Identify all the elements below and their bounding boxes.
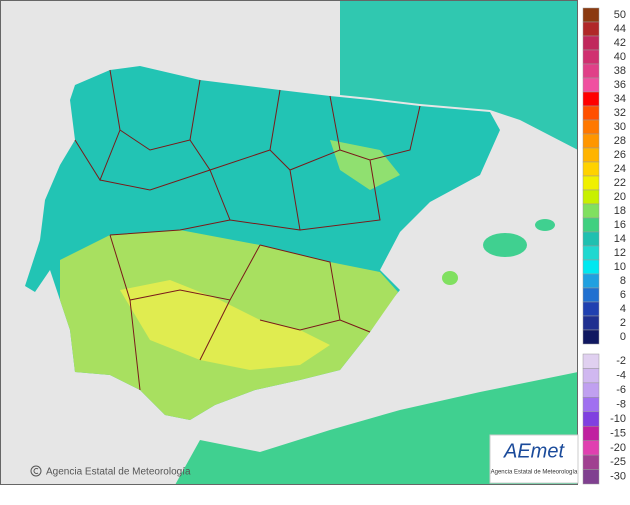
province-borders [74, 69, 421, 391]
legend-label: 2 [620, 317, 626, 329]
legend-label: 28 [614, 135, 626, 147]
legend-swatch [582, 329, 600, 345]
legend-swatch [582, 397, 600, 413]
legend-label: 42 [614, 37, 626, 49]
mallorca [483, 233, 527, 257]
legend-label: -8 [616, 398, 626, 410]
legend-swatch [582, 440, 600, 456]
legend-label: -30 [610, 471, 626, 483]
legend-swatch [582, 353, 600, 369]
legend-swatch [582, 217, 600, 233]
legend-label: 26 [614, 149, 626, 161]
africa [175, 372, 578, 485]
france [340, 0, 578, 150]
legend-label: -4 [616, 370, 626, 382]
warmest-area [120, 280, 330, 370]
legend-swatch [582, 147, 600, 163]
legend-swatch [582, 245, 600, 261]
legend-swatch [582, 63, 600, 79]
legend-label: 22 [614, 177, 626, 189]
legend-label: 10 [614, 261, 626, 273]
logo-box [489, 434, 579, 484]
legend-swatch [582, 105, 600, 121]
legend-label: 12 [614, 247, 626, 259]
legend-swatch [582, 411, 600, 427]
legend: 5044424038363432302826242220181614121086… [582, 7, 626, 485]
legend-swatch [582, 301, 600, 317]
legend-label: -6 [616, 384, 626, 396]
legend-label: 44 [614, 23, 626, 35]
legend-swatch [582, 382, 600, 398]
legend-swatch [582, 35, 600, 51]
legend-label: 34 [614, 93, 626, 105]
legend-swatch [582, 175, 600, 191]
legend-swatch [582, 21, 600, 37]
logo-title: AEmet [503, 440, 565, 462]
legend-label: -15 [610, 427, 626, 439]
legend-label: -20 [610, 442, 626, 454]
legend-label: 32 [614, 107, 626, 119]
legend-swatch [582, 454, 600, 470]
legend-label: 6 [620, 289, 626, 301]
legend-label: 30 [614, 121, 626, 133]
ibiza [442, 271, 458, 285]
credit: Agencia Estatal de Meteorología [46, 467, 191, 478]
legend-label: 24 [614, 163, 626, 175]
legend-label: 4 [620, 303, 626, 315]
legend-swatch [582, 469, 600, 485]
legend-label: 40 [614, 51, 626, 63]
legend-label: 8 [620, 275, 626, 287]
legend-label: 0 [620, 331, 626, 343]
legend-label: -2 [616, 355, 626, 367]
legend-label: 18 [614, 205, 626, 217]
legend-swatch [582, 77, 600, 93]
copyright-icon-c [33, 468, 39, 474]
legend-swatch [582, 425, 600, 441]
menorca [535, 219, 555, 231]
legend-swatch [582, 273, 600, 289]
legend-swatch [582, 368, 600, 384]
legend-swatch [582, 315, 600, 331]
legend-swatch [582, 133, 600, 149]
legend-swatch [582, 91, 600, 107]
legend-label: 14 [614, 233, 626, 245]
map-frame [0, 0, 578, 485]
legend-swatch [582, 119, 600, 135]
logo-subtitle: Agencia Estatal de Meteorología [491, 470, 578, 476]
legend-label: 20 [614, 191, 626, 203]
legend-swatch [582, 7, 600, 23]
copyright-icon [30, 465, 42, 477]
legend-swatch [582, 203, 600, 219]
legend-label: 36 [614, 79, 626, 91]
legend-label: 38 [614, 65, 626, 77]
legend-swatch [582, 161, 600, 177]
legend-label: -25 [610, 456, 626, 468]
legend-swatch [582, 49, 600, 65]
legend-label: 50 [614, 9, 626, 21]
legend-swatch [582, 231, 600, 247]
legend-label: -10 [610, 413, 626, 425]
legend-swatch [582, 287, 600, 303]
legend-label: 16 [614, 219, 626, 231]
legend-swatch [582, 189, 600, 205]
legend-swatch [582, 259, 600, 275]
